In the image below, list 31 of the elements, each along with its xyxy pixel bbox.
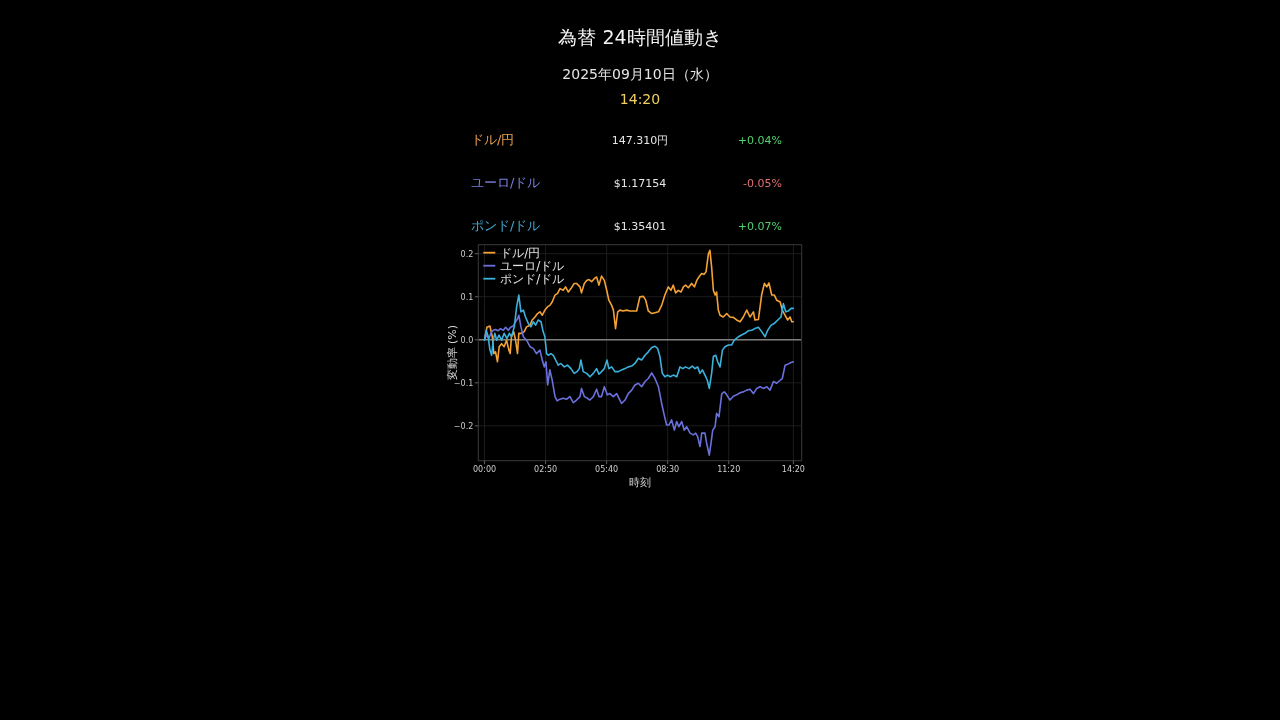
y-axis-title: 変動率 (%) bbox=[446, 324, 460, 381]
y-tick-label: 0.1 bbox=[460, 292, 474, 302]
text: 147.310円 bbox=[611, 134, 669, 147]
text: ポンド/ドル bbox=[471, 218, 541, 233]
text: 為替 24時間値動き bbox=[558, 26, 722, 48]
x-tick-label: 11:20 bbox=[717, 464, 741, 474]
x-tick-label: 02:50 bbox=[534, 464, 558, 474]
y-tick-label: 0.0 bbox=[460, 335, 474, 345]
text: +0.04% bbox=[737, 134, 782, 147]
y-tick-label: −0.1 bbox=[453, 378, 474, 388]
legend-label: ポンド/ドル bbox=[500, 271, 565, 286]
line-series bbox=[483, 294, 795, 390]
y-tick-label: −0.2 bbox=[453, 421, 474, 431]
legend-label: ユーロ/ドル bbox=[500, 258, 565, 273]
line-series bbox=[483, 314, 795, 456]
legend-label: ドル/円 bbox=[500, 245, 541, 260]
x-tick-label: 05:40 bbox=[595, 464, 619, 474]
text: +0.07% bbox=[737, 220, 782, 233]
text: $1.17154 bbox=[613, 177, 667, 190]
x-tick-label: 08:30 bbox=[656, 464, 680, 474]
text: 14:20 bbox=[619, 91, 661, 107]
text: ユーロ/ドル bbox=[471, 175, 541, 190]
text: -0.05% bbox=[743, 177, 782, 190]
line-series bbox=[483, 249, 795, 363]
text: ドル/円 bbox=[471, 132, 515, 147]
y-tick-label: 0.2 bbox=[460, 249, 474, 259]
x-tick-label: 00:00 bbox=[473, 464, 497, 474]
x-tick-label: 14:20 bbox=[781, 464, 805, 474]
text: $1.35401 bbox=[613, 220, 667, 233]
x-axis-title: 時刻 bbox=[629, 475, 651, 489]
text: 2025年09月10日（水） bbox=[562, 66, 718, 82]
